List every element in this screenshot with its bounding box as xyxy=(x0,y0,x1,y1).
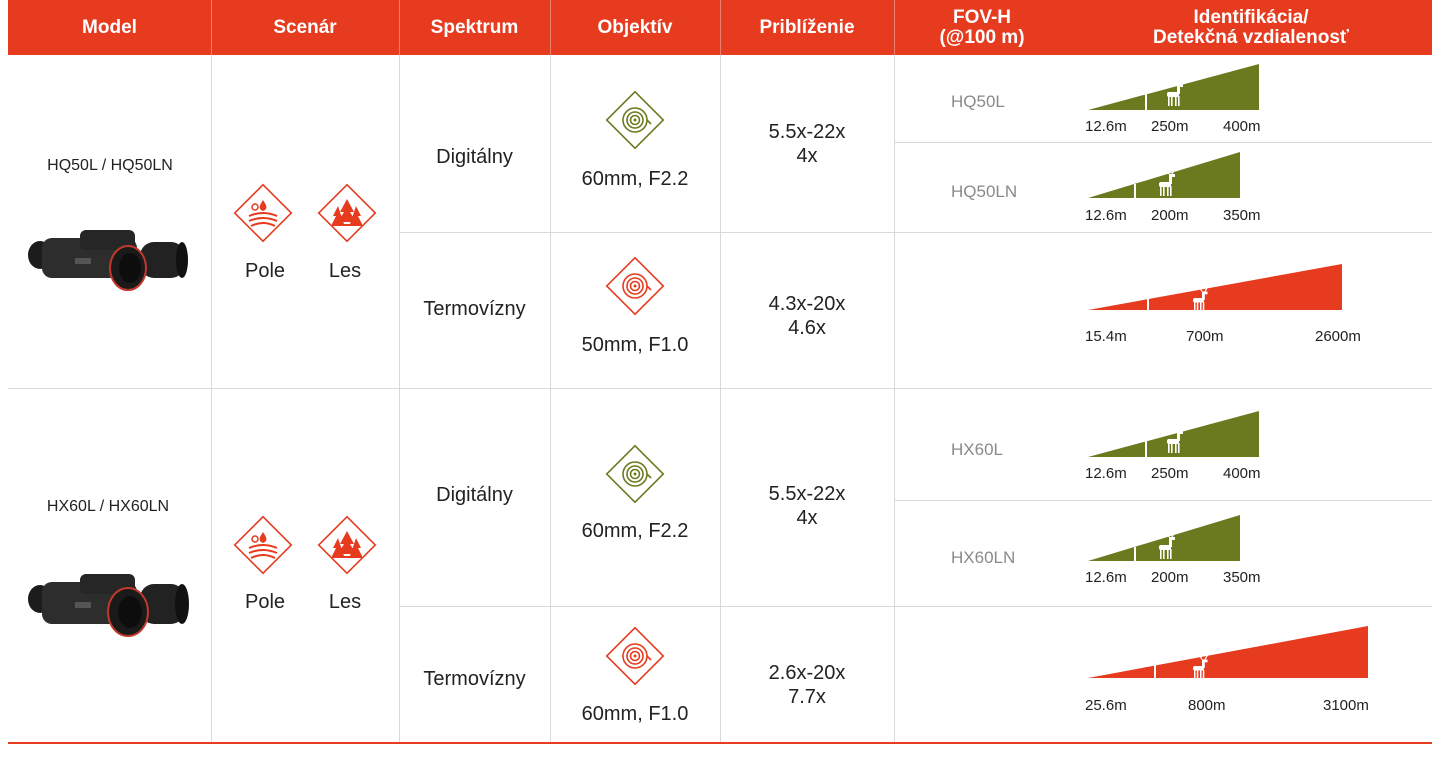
zoom-range: 5.5x-22x xyxy=(768,121,846,143)
header-scenario: Scenár xyxy=(273,16,337,38)
row-divider xyxy=(8,388,1432,389)
column-divider xyxy=(550,55,551,742)
zoom-base: 4x xyxy=(796,507,818,529)
distance-wedge-digital xyxy=(1088,152,1240,198)
header-divider xyxy=(894,0,895,55)
distance-identification: 700m xyxy=(1186,328,1224,345)
header-divider xyxy=(399,0,400,55)
distance-min: 12.6m xyxy=(1085,207,1127,224)
model-name: HX60L / HX60LN xyxy=(46,498,170,515)
distance-detection: 3100m xyxy=(1323,697,1369,714)
scenario-forest-label: Les xyxy=(328,591,362,613)
variant-name: HQ50LN xyxy=(951,182,1018,201)
header-fov-line2: (@100 m) xyxy=(939,26,1025,48)
distance-identification: 200m xyxy=(1151,569,1189,586)
field-icon xyxy=(233,515,293,575)
distance-wedge-digital xyxy=(1088,411,1259,457)
header-zoom: Priblíženie xyxy=(759,16,855,38)
lens-icon xyxy=(605,444,665,504)
distance-wedge-thermal xyxy=(1088,264,1342,310)
spectrum-label: Digitálny xyxy=(436,484,513,506)
lens-spec: 60mm, F2.2 xyxy=(581,168,689,190)
lens-icon xyxy=(605,90,665,150)
distance-identification: 200m xyxy=(1151,207,1189,224)
distance-identification: 250m xyxy=(1151,465,1189,482)
lens-icon xyxy=(605,626,665,686)
column-divider xyxy=(894,55,895,742)
distance-detection: 350m xyxy=(1223,207,1261,224)
scenario-field-label: Pole xyxy=(244,591,286,613)
row-divider xyxy=(894,500,1432,501)
header-fov: FOV-H (@100 m) xyxy=(894,0,1070,55)
scenario-field-label: Pole xyxy=(244,260,286,282)
spectrum-label: Termovízny xyxy=(423,668,526,690)
header-divider xyxy=(211,0,212,55)
distance-min: 12.6m xyxy=(1085,118,1127,135)
distance-detection: 2600m xyxy=(1315,328,1361,345)
header-ident-line1: Identifikácia/ xyxy=(1193,6,1309,28)
lens-spec: 50mm, F1.0 xyxy=(581,334,689,356)
distance-wedge-digital xyxy=(1088,64,1259,110)
distance-detection: 350m xyxy=(1223,569,1261,586)
row-divider xyxy=(894,142,1432,143)
column-divider xyxy=(720,55,721,742)
row-divider xyxy=(399,606,1432,607)
table-bottom-rule xyxy=(8,742,1432,744)
header-ident-line2: Detekčná vzdialenosť xyxy=(1152,26,1349,48)
binocular-image xyxy=(28,230,188,291)
scenario-forest-label: Les xyxy=(328,260,362,282)
zoom-range: 5.5x-22x xyxy=(768,483,846,505)
distance-wedge-thermal xyxy=(1088,626,1368,678)
variant-name: HX60L xyxy=(951,440,1003,459)
model-name: HQ50L / HQ50LN xyxy=(47,157,173,174)
variant-name: HQ50L xyxy=(951,92,1005,111)
zoom-base: 7.7x xyxy=(788,686,826,708)
lens-spec: 60mm, F1.0 xyxy=(581,703,689,725)
binocular-image xyxy=(28,574,189,637)
distance-wedge-digital xyxy=(1088,515,1240,561)
spectrum-label: Termovízny xyxy=(423,298,526,320)
distance-min: 15.4m xyxy=(1085,328,1127,345)
variant-name: HX60LN xyxy=(951,548,1016,567)
table-header xyxy=(8,0,1432,55)
distance-identification: 250m xyxy=(1151,118,1189,135)
forest-icon xyxy=(317,183,377,243)
header-divider xyxy=(720,0,721,55)
header-identification: Identifikácia/ Detekčná vzdialenosť xyxy=(1070,0,1432,55)
row-divider xyxy=(399,232,1432,233)
lens-icon xyxy=(605,256,665,316)
header-divider xyxy=(550,0,551,55)
zoom-base: 4.6x xyxy=(788,317,826,339)
lens-spec: 60mm, F2.2 xyxy=(581,520,689,542)
distance-detection: 400m xyxy=(1223,465,1261,482)
zoom-range: 2.6x-20x xyxy=(768,662,846,684)
header-model: Model xyxy=(82,16,137,38)
column-divider xyxy=(211,55,212,742)
zoom-base: 4x xyxy=(796,145,818,167)
zoom-range: 4.3x-20x xyxy=(768,293,846,315)
column-divider xyxy=(399,55,400,742)
header-objective: Objektív xyxy=(597,16,673,38)
distance-min: 12.6m xyxy=(1085,569,1127,586)
forest-icon xyxy=(317,515,377,575)
distance-min: 12.6m xyxy=(1085,465,1127,482)
distance-identification: 800m xyxy=(1188,697,1226,714)
distance-detection: 400m xyxy=(1223,118,1261,135)
distance-min: 25.6m xyxy=(1085,697,1127,714)
header-spectrum: Spektrum xyxy=(430,16,519,38)
spectrum-label: Digitálny xyxy=(436,146,513,168)
field-icon xyxy=(233,183,293,243)
header-fov-line1: FOV-H xyxy=(952,6,1012,28)
